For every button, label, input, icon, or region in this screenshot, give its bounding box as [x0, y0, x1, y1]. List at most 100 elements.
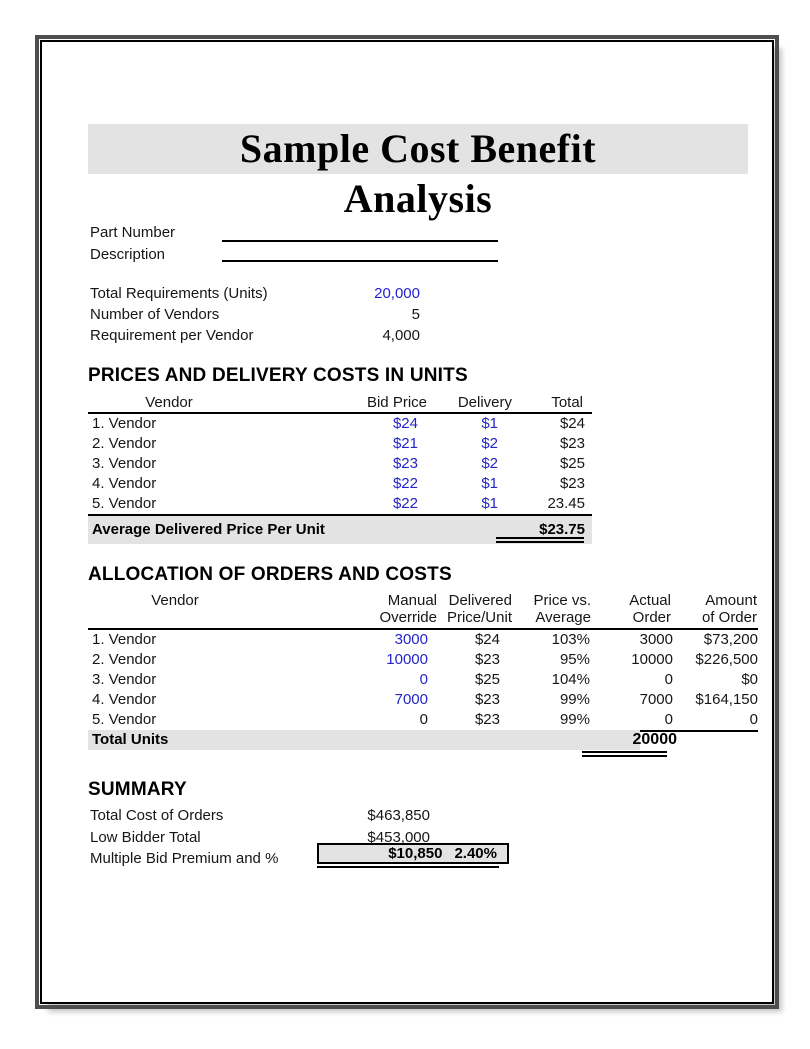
total-column-header: Total — [551, 394, 583, 411]
amount-of-order-cell: $226,500 — [695, 651, 758, 668]
vendor-column-header: Vendor — [151, 592, 199, 609]
price-vs-average-cell: 99% — [559, 691, 590, 708]
vendor-cell: 5. Vendor — [92, 711, 157, 728]
prices-table: Vendor Bid Price Delivery Total 1. Vendo… — [88, 394, 592, 516]
summary-value: $463,850 — [367, 807, 430, 824]
delivered-price-cell: $23 — [474, 691, 500, 708]
amount-of-order-cell: 0 — [749, 711, 758, 728]
premium-amount: $10,850 — [388, 845, 443, 862]
premium-percent: 2.40% — [454, 845, 497, 862]
average-price-value: $23.75 — [539, 521, 585, 538]
double-underline-rule — [582, 751, 667, 757]
vendor-cell: 4. Vendor — [92, 475, 157, 492]
price-vs-average-cell: 95% — [559, 651, 590, 668]
requirement-value: 20,000 — [374, 285, 420, 302]
manual-override-cell: 0 — [419, 671, 428, 688]
vendor-cell: 2. Vendor — [92, 651, 157, 668]
delivery-cell: $2 — [481, 435, 498, 452]
requirement-label: Number of Vendors — [90, 306, 220, 323]
bid-price-cell: $22 — [392, 495, 418, 512]
table-row: 2. Vendor 10000 $23 95% 10000 $226,500 — [88, 650, 758, 670]
title-banner: Sample Cost Benefit — [88, 124, 748, 174]
price-vs-average-cell: 103% — [551, 631, 590, 648]
vendor-cell: 4. Vendor — [92, 691, 157, 708]
actual-order-column-header: Actual Order — [629, 592, 671, 626]
allocation-table-body: 1. Vendor 3000 $24 103% 3000 $73,200 2. … — [88, 630, 758, 732]
delivery-cell: $1 — [481, 495, 498, 512]
bid-price-column-header: Bid Price — [366, 394, 427, 411]
premium-box-underline — [317, 866, 499, 868]
amount-of-order-cell: $0 — [741, 671, 758, 688]
total-units-value: 20000 — [632, 731, 678, 748]
actual-order-cell: 0 — [664, 671, 673, 688]
delivered-price-cell: $24 — [474, 631, 500, 648]
vendor-cell: 2. Vendor — [92, 435, 157, 452]
requirement-value: 4,000 — [382, 327, 420, 344]
total-cell: $24 — [559, 415, 585, 432]
premium-value-box: $10,850 2.40% — [317, 843, 509, 864]
average-price-label: Average Delivered Price Per Unit — [92, 521, 325, 538]
actual-order-cell: 3000 — [639, 631, 673, 648]
part-number-blank-line — [222, 224, 498, 242]
bid-price-cell: $23 — [392, 455, 418, 472]
total-units-label: Total Units — [92, 731, 169, 748]
allocation-table-header: Vendor Manual Override Delivered Price/Uni… — [88, 592, 758, 630]
table-row: 4. Vendor 7000 $23 99% 7000 $164,150 — [88, 690, 758, 710]
summary-label: Total Cost of Orders — [90, 807, 224, 824]
delivered-price-cell: $25 — [474, 671, 500, 688]
table-row: 5. Vendor $22 $1 23.45 — [88, 494, 592, 514]
title-line-2: Analysis — [343, 176, 493, 221]
requirement-label: Requirement per Vendor — [90, 327, 254, 344]
price-vs-average-cell: 104% — [551, 671, 590, 688]
table-row: 5. Vendor 0 $23 99% 0 0 — [88, 710, 758, 730]
vendor-cell: 5. Vendor — [92, 495, 157, 512]
table-row: 1. Vendor $24 $1 $24 — [88, 414, 592, 434]
requirements-row: Total Requirements (Units) 20,000 — [90, 284, 420, 304]
delivered-price-cell: $23 — [474, 651, 500, 668]
total-cell: $23 — [559, 435, 585, 452]
delivery-cell: $2 — [481, 455, 498, 472]
requirement-value: 5 — [411, 306, 420, 323]
title-line-1: Sample Cost Benefit — [239, 126, 597, 171]
summary-label: Low Bidder Total — [90, 829, 201, 846]
allocation-table: Vendor Manual Override Delivered Price/Uni… — [88, 592, 758, 732]
vendor-cell: 3. Vendor — [92, 455, 157, 472]
requirements-row: Requirement per Vendor 4,000 — [90, 326, 420, 346]
summary-row: Low Bidder Total $453,000 — [90, 828, 430, 848]
bid-price-cell: $22 — [392, 475, 418, 492]
manual-override-cell: 0 — [419, 711, 428, 728]
double-underline-rule — [496, 537, 584, 543]
delivered-price-column-header: Delivered Price/Unit — [446, 592, 512, 626]
total-units-row: Total Units — [88, 730, 640, 750]
actual-order-cell: 10000 — [631, 651, 673, 668]
delivery-column-header: Delivery — [457, 394, 512, 411]
price-vs-average-column-header: Price vs. Average — [533, 592, 591, 626]
prices-table-body: 1. Vendor $24 $1 $24 2. Vendor $21 $2 $2… — [88, 414, 592, 516]
allocation-section-heading: ALLOCATION OF ORDERS AND COSTS — [88, 564, 452, 585]
amount-of-order-cell: $73,200 — [703, 631, 758, 648]
manual-override-cell: 10000 — [386, 651, 428, 668]
total-cell: $23 — [559, 475, 585, 492]
manual-override-cell: 3000 — [394, 631, 428, 648]
manual-override-cell: 7000 — [394, 691, 428, 708]
price-vs-average-cell: 99% — [559, 711, 590, 728]
vendor-column-header: Vendor — [145, 394, 193, 411]
requirement-label: Total Requirements (Units) — [90, 285, 268, 302]
title-line-2-wrap: Analysis — [88, 174, 748, 226]
summary-heading: SUMMARY — [88, 779, 187, 800]
amount-of-order-cell: $164,150 — [695, 691, 758, 708]
delivery-cell: $1 — [481, 415, 498, 432]
prices-table-header: Vendor Bid Price Delivery Total — [88, 394, 592, 414]
vendor-cell: 3. Vendor — [92, 671, 157, 688]
total-cell: 23.45 — [547, 495, 585, 512]
actual-order-cell: 7000 — [639, 691, 673, 708]
summary-value: $453,000 — [367, 829, 430, 846]
requirements-row: Number of Vendors 5 — [90, 305, 420, 325]
total-cell: $25 — [559, 455, 585, 472]
summary-row: Total Cost of Orders $463,850 — [90, 806, 430, 826]
actual-order-cell: 0 — [664, 711, 673, 728]
table-row: 3. Vendor 0 $25 104% 0 $0 — [88, 670, 758, 690]
description-blank-line — [222, 243, 498, 262]
bid-price-cell: $21 — [392, 435, 418, 452]
